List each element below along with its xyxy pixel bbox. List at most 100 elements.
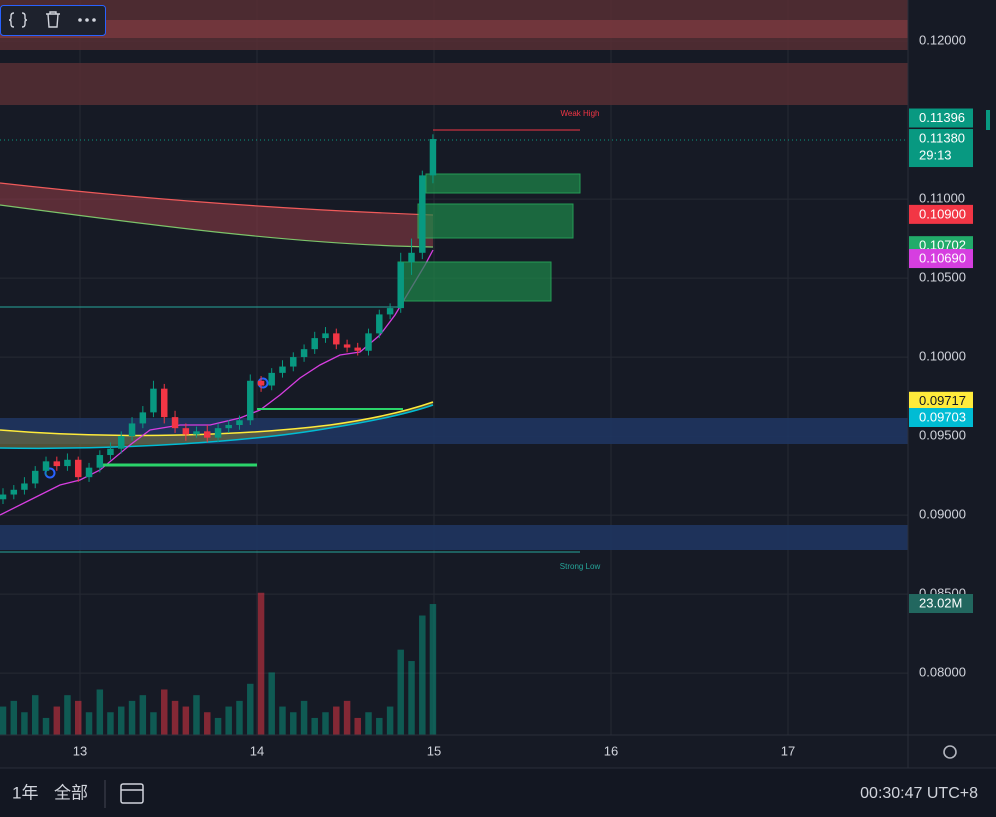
ema-line (0, 204, 434, 248)
clock: 00:30:47 UTC+8 (860, 785, 978, 802)
ma-line (0, 401, 434, 437)
ma-line (0, 404, 434, 450)
candle-body (214, 428, 222, 438)
volume-bar (193, 695, 200, 735)
candle-body (257, 380, 265, 386)
candle-body (85, 467, 93, 478)
price-label-bg (909, 407, 973, 427)
volume-bar (96, 689, 104, 735)
candle-body (150, 388, 157, 413)
volume-bar (161, 689, 168, 735)
price-label: 0.10702 (919, 238, 966, 253)
volume-bar (128, 700, 136, 735)
volume-bar (53, 706, 61, 735)
candle-body (333, 333, 340, 345)
volume-bar (204, 712, 211, 735)
candle-body (31, 470, 39, 484)
range-button[interactable]: 1年 (12, 783, 38, 802)
candle-body (0, 494, 7, 500)
candle-body (322, 333, 329, 339)
price-axis (908, 0, 996, 768)
price-label-bg (909, 129, 973, 168)
fvg-box (397, 261, 552, 302)
candle-body (118, 436, 125, 449)
toolbar (0, 5, 106, 36)
volume-bar (419, 615, 426, 735)
ma-band (0, 402, 433, 449)
x-tick-label: 16 (604, 743, 618, 758)
volume-bar (118, 706, 125, 735)
volume-bar (247, 683, 254, 735)
annotation: Weak High (561, 109, 600, 118)
candle-body (279, 366, 286, 373)
price-label: 0.11396 (919, 110, 965, 125)
volume-bar (107, 712, 114, 735)
volume-bar (290, 712, 297, 735)
annotation: Strong Low (560, 562, 601, 571)
ema-band (0, 183, 433, 247)
candle-body (204, 431, 211, 438)
volume-bar (64, 695, 71, 735)
x-tick-label: 14 (250, 743, 264, 758)
price-label: 0.09703 (919, 409, 966, 424)
candle-body (139, 412, 147, 424)
demand-zone (0, 525, 908, 550)
volume-bar (386, 706, 394, 735)
volume-bar (42, 717, 50, 735)
volume-bar (31, 695, 39, 735)
candle-body (171, 417, 179, 429)
volume-bar (376, 717, 383, 735)
volume-bar (182, 706, 190, 735)
candle-body (311, 338, 318, 350)
candle-body (42, 461, 50, 471)
candle-body (96, 455, 104, 468)
candle-body (343, 344, 351, 348)
price-label-bg (909, 204, 973, 224)
volume-bar (171, 700, 179, 735)
volume-bar (225, 706, 232, 735)
volume-bar (408, 661, 415, 735)
delete-icon[interactable] (46, 11, 60, 28)
volume-bar (214, 717, 222, 735)
y-tick-label: 0.10000 (919, 349, 966, 364)
price-label: 0.11380 (919, 130, 965, 145)
code-icon[interactable] (8, 12, 28, 28)
y-tick-label: 0.08000 (919, 665, 966, 680)
candle-body (300, 349, 308, 358)
volume-bar (354, 717, 361, 735)
price-label: 0.10900 (919, 206, 966, 221)
volume-label: 23.02M (919, 595, 962, 610)
candle-body (182, 428, 190, 435)
price-label-bg (909, 249, 973, 269)
candle-body (268, 372, 275, 386)
fvg-box (425, 173, 581, 194)
candle-body (419, 175, 426, 253)
y-tick-label: 0.09500 (919, 428, 966, 443)
candle-body (354, 347, 361, 351)
x-tick-label: 15 (427, 743, 441, 758)
volume-bar (268, 672, 275, 735)
volume-bar (0, 706, 7, 735)
candle-body (74, 459, 82, 478)
volume-bar (10, 700, 18, 735)
candle-body (397, 262, 404, 309)
date-range-icon[interactable] (120, 783, 144, 804)
all-button[interactable]: 全部 (54, 783, 88, 802)
candle-body (365, 333, 372, 351)
candle-body (290, 357, 297, 367)
candle-body (161, 388, 168, 418)
candle-body (107, 448, 114, 456)
volume-label-bg (909, 594, 973, 614)
volume-bar (333, 706, 340, 735)
more-icon[interactable] (78, 18, 96, 22)
volume-bar (343, 700, 351, 735)
volume-bar (21, 712, 28, 735)
candle-body (376, 314, 383, 334)
settings-icon[interactable] (943, 745, 957, 759)
supply-zone (0, 20, 908, 38)
y-tick-label: 0.09000 (919, 507, 966, 522)
candle-body (225, 425, 232, 429)
ema-line (0, 182, 434, 216)
signal (44, 467, 56, 479)
